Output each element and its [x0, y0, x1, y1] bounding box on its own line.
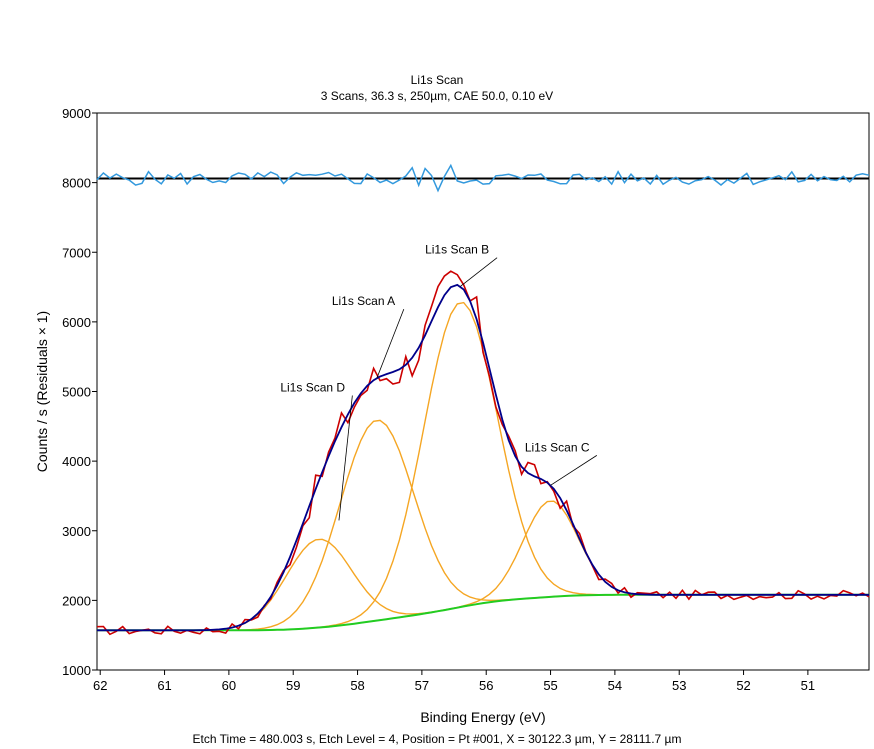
y-tick-label: 6000	[62, 315, 91, 330]
annotation-label: Li1s Scan C	[525, 440, 590, 454]
chart-title: Li1s Scan	[410, 73, 464, 87]
raw-data-line	[96, 270, 870, 636]
x-tick-label: 60	[222, 678, 236, 693]
x-tick-label: 55	[543, 678, 557, 693]
y-tick-label: 4000	[62, 454, 91, 469]
y-tick-label: 8000	[62, 176, 91, 191]
y-tick-label: 1000	[62, 663, 91, 678]
y-axis-label: Counts / s (Residuals × 1)	[34, 311, 50, 472]
y-tick-label: 2000	[62, 593, 91, 608]
envelope-line	[97, 283, 869, 632]
annotation-label: Li1s Scan D	[280, 381, 345, 395]
x-tick-label: 62	[93, 678, 107, 693]
annotation-leader	[376, 309, 405, 379]
x-tick-label: 51	[801, 678, 815, 693]
x-tick-label: 53	[672, 678, 686, 693]
residual-line	[96, 163, 870, 193]
x-tick-label: 61	[157, 678, 171, 693]
x-tick-label: 57	[415, 678, 429, 693]
chart-subtitle: 3 Scans, 36.3 s, 250µm, CAE 50.0, 0.10 e…	[320, 89, 554, 103]
y-tick-label: 3000	[62, 524, 91, 539]
annotation-leader	[460, 257, 498, 287]
annotation-label: Li1s Scan A	[332, 294, 395, 308]
y-tick-label: 7000	[62, 245, 91, 260]
x-tick-label: 58	[350, 678, 364, 693]
x-tick-label: 54	[608, 678, 622, 693]
x-tick-label: 52	[736, 678, 750, 693]
x-tick-label: 56	[479, 678, 493, 693]
annotation-leader	[338, 395, 353, 521]
plot-area	[96, 112, 870, 671]
x-tick-label: 59	[286, 678, 300, 693]
y-tick-label: 9000	[62, 106, 91, 121]
x-axis-label: Binding Energy (eV)	[420, 709, 545, 725]
annotation-leader	[550, 455, 598, 486]
y-tick-label: 5000	[62, 385, 91, 400]
annotation-label: Li1s Scan B	[425, 243, 489, 257]
chart-footer: Etch Time = 480.003 s, Etch Level = 4, P…	[192, 732, 682, 746]
